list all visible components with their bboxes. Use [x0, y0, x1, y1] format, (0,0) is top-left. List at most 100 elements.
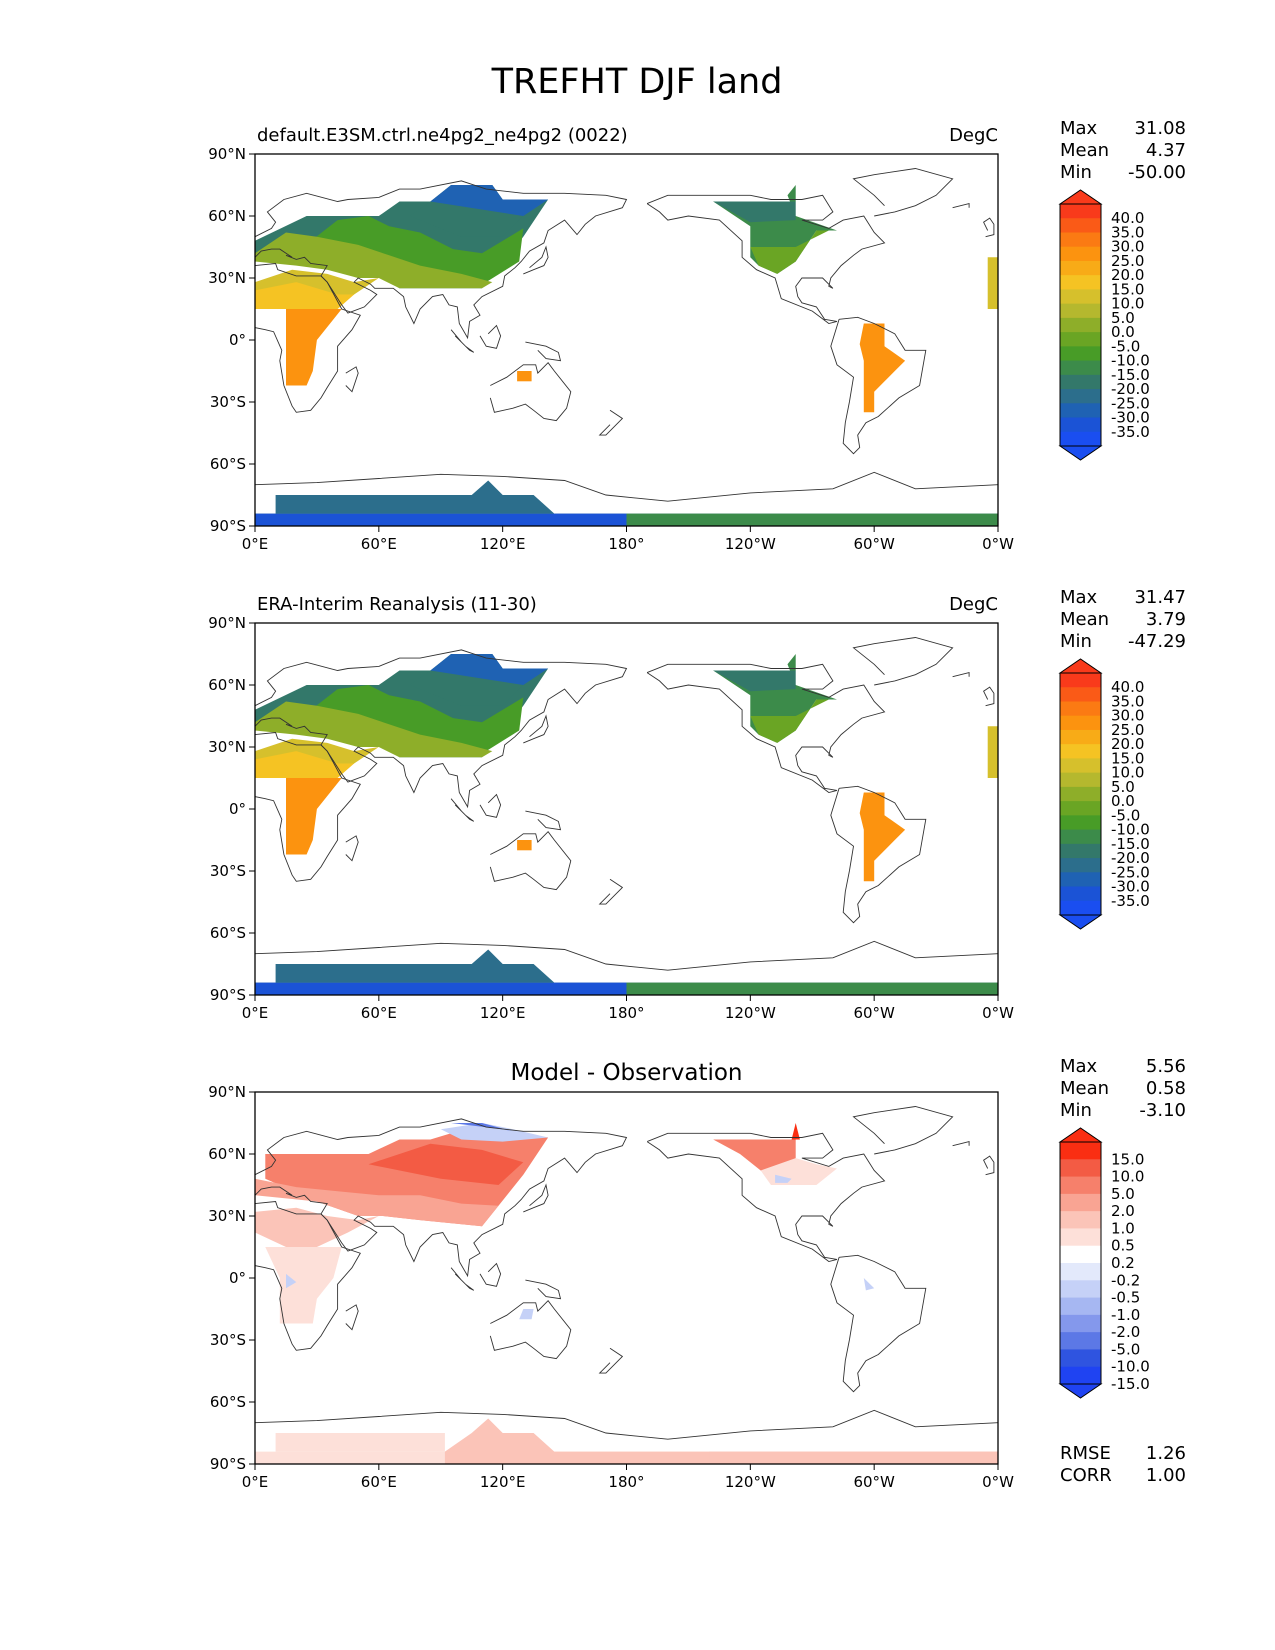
lon-tick-label: 120°W	[725, 1004, 776, 1022]
colorbar-swatch	[1060, 1142, 1101, 1160]
coastline-2	[345, 1304, 359, 1331]
colorbar-swatch	[1060, 317, 1101, 333]
lat-tick-label: 60°S	[210, 455, 246, 473]
stat-label: RMSE	[1060, 1443, 1111, 1464]
coastline-1	[254, 1201, 361, 1351]
panels-layer: 90°N60°N30°N0°30°S60°S90°S0°E 60°E 120°E 18…	[208, 118, 1186, 1491]
colorbar-frame	[1059, 672, 1102, 916]
colorbar-bottom-arrow	[1058, 1383, 1103, 1399]
colorbar-swatch	[1060, 772, 1101, 788]
field-region-5	[286, 778, 342, 855]
lon-tick-label: 180°	[608, 535, 644, 553]
coastline-8	[598, 1347, 624, 1374]
colorbar-label: 30.0	[1111, 238, 1144, 256]
colorbar-swatch	[1060, 218, 1101, 233]
colorbar-swatch	[1060, 246, 1101, 262]
lon-tick-label: 0°W	[982, 1004, 1014, 1022]
colorbar-label: -10.0	[1111, 352, 1150, 370]
coastline-14	[952, 672, 970, 678]
colorbar-bottom-arrow	[1058, 914, 1103, 930]
colorbar-label: -0.2	[1111, 1271, 1140, 1289]
colorbar-swatch	[1060, 886, 1101, 902]
panel-units: DegC	[949, 125, 998, 146]
stat-label: Max	[1060, 118, 1098, 139]
lon-tick-label: 60°E	[361, 1473, 397, 1491]
stat-value: 3.79	[1146, 609, 1186, 630]
lat-tick-label: 60°N	[208, 1145, 246, 1163]
colorbar-swatch	[1060, 1228, 1101, 1247]
field-region-16	[275, 480, 555, 514]
figure-title: TREFHT DJF land	[491, 62, 783, 102]
colorbar-label: 25.0	[1111, 252, 1144, 270]
colorbar-swatch	[1060, 374, 1101, 390]
colorbar-label: -25.0	[1111, 394, 1150, 412]
coastline-11	[830, 785, 927, 924]
map-background	[255, 623, 998, 995]
colorbar-swatch	[1060, 204, 1101, 219]
coastline-6	[450, 1267, 475, 1291]
coastline-9	[646, 1132, 886, 1262]
colorbar-swatch	[1060, 389, 1101, 404]
stat-value: -3.10	[1139, 1100, 1186, 1121]
colorbar-swatch	[1060, 289, 1101, 305]
lon-tick-label: 180°	[608, 1004, 644, 1022]
lat-tick-label: 30°N	[208, 269, 246, 287]
stat-label: CORR	[1060, 1465, 1112, 1486]
coastline-3	[489, 362, 572, 422]
colorbar-label: 20.0	[1111, 735, 1144, 753]
coastline-13	[983, 217, 995, 238]
coastline-2	[345, 366, 359, 393]
colorbar-swatch	[1060, 744, 1101, 759]
lat-tick-label: 60°S	[210, 924, 246, 942]
coastline-1	[254, 732, 361, 882]
stat-label: Max	[1060, 587, 1098, 608]
colorbar-label: 35.0	[1111, 223, 1144, 241]
colorbar-swatch	[1060, 701, 1101, 717]
colorbar-label: 5.0	[1111, 309, 1135, 327]
field-region-6	[517, 840, 532, 851]
colorbar-label: 5.0	[1111, 778, 1135, 796]
field-region-15	[255, 982, 627, 995]
coastline-7	[525, 341, 562, 362]
colorbar-bottom-arrow	[1058, 445, 1103, 461]
lon-tick-label: 60°W	[853, 1473, 895, 1491]
lat-tick-label: 30°S	[210, 862, 246, 880]
coastline-14	[952, 203, 970, 209]
colorbar-label: 1.0	[1111, 1219, 1135, 1237]
field-region-13	[987, 726, 998, 778]
colorbar-swatch	[1060, 801, 1101, 816]
stat-value: 31.47	[1134, 587, 1186, 608]
field-region-13	[987, 257, 998, 309]
coastline-10	[852, 637, 954, 686]
colorbar-label: -25.0	[1111, 863, 1150, 881]
colorbar-swatch	[1060, 260, 1101, 276]
coastline-8	[598, 409, 624, 436]
coastline-12	[254, 1409, 999, 1440]
stat-label: Min	[1060, 162, 1092, 183]
field-region-17	[709, 1451, 998, 1464]
colorbar-swatch	[1060, 1349, 1101, 1368]
panel-units: DegC	[949, 594, 998, 615]
lat-tick-label: 30°N	[208, 738, 246, 756]
coastline-5	[479, 1262, 502, 1287]
coastline-11	[830, 1254, 927, 1393]
lat-tick-label: 90°S	[210, 986, 246, 1004]
colorbar-label: 40.0	[1111, 678, 1144, 696]
map-plot-area	[254, 153, 999, 527]
colorbar-label: 10.0	[1111, 764, 1144, 782]
field-region-3	[255, 1207, 379, 1247]
field-region-11	[750, 230, 829, 274]
stat-label: Min	[1060, 1100, 1092, 1121]
field-region-9	[775, 1174, 792, 1183]
colorbar-swatch	[1060, 1176, 1101, 1195]
stat-value: 31.08	[1134, 118, 1186, 139]
coastline-7	[525, 1279, 562, 1300]
colorbar-swatch	[1060, 1332, 1101, 1350]
lon-tick-label: 0°W	[982, 535, 1014, 553]
lat-tick-label: 60°N	[208, 676, 246, 694]
colorbar: 40.035.030.025.020.015.010.05.00.0-5.0-1…	[1058, 189, 1150, 461]
coastline-13	[983, 686, 995, 707]
coastline-9	[646, 663, 886, 793]
colorbar: 40.035.030.025.020.015.010.05.00.0-5.0-1…	[1058, 658, 1150, 930]
